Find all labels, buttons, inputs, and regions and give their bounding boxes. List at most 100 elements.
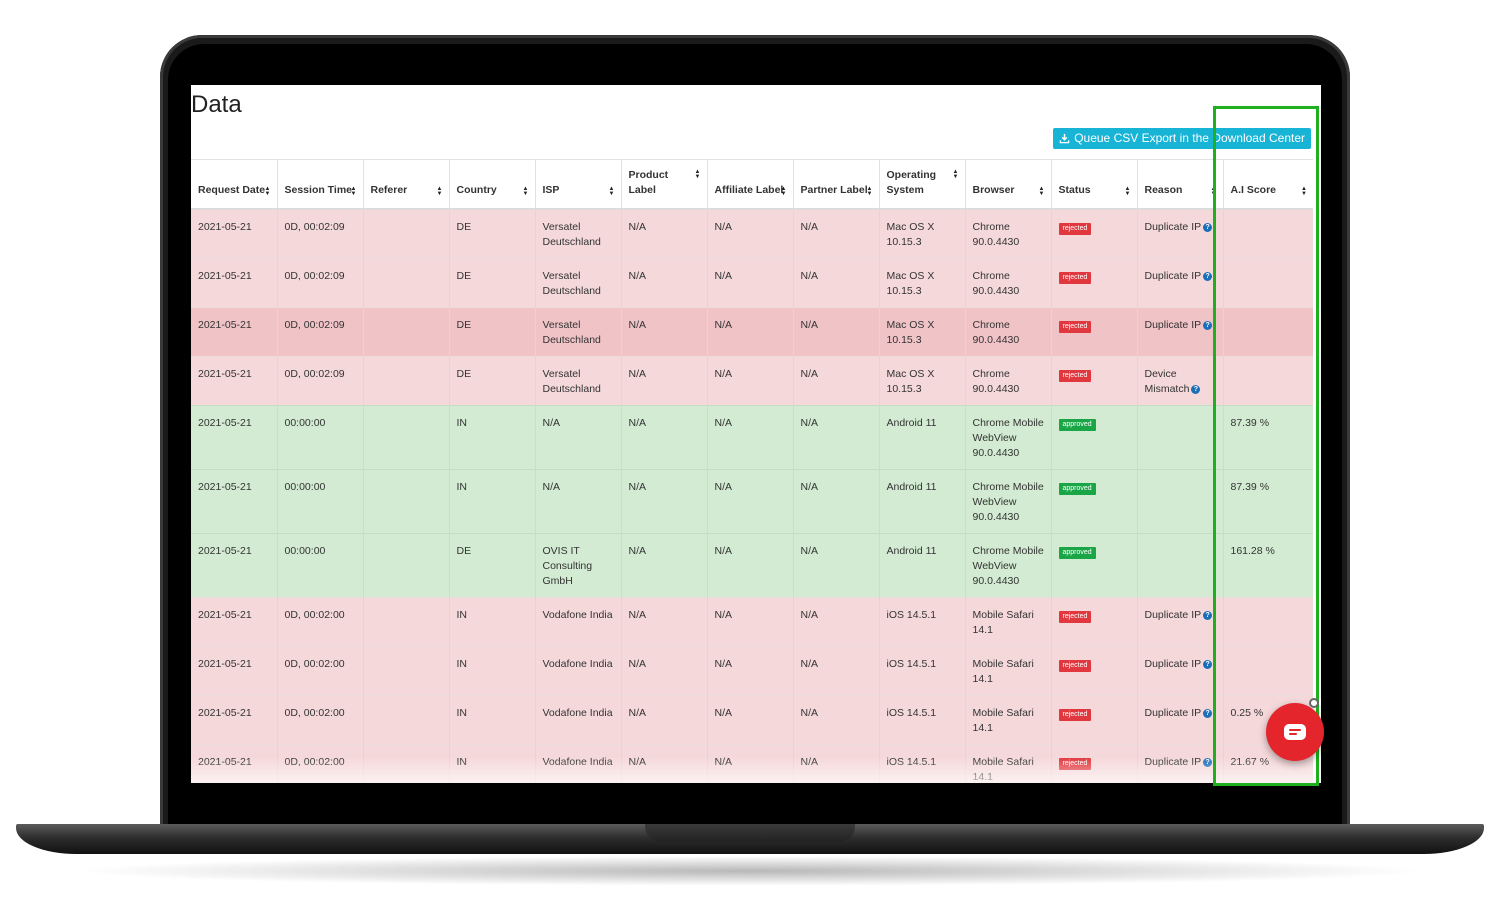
sort-icon[interactable]: ▲▼ (436, 186, 443, 197)
question-circle-icon[interactable]: ? (1203, 758, 1213, 767)
table-cell: DE (448, 356, 535, 406)
table-row[interactable]: 2021-05-21 0D, 00:02:09 DE Versatel Deutsch… (191, 307, 1313, 357)
table-cell: Chrome 90.0.4430 (964, 356, 1051, 406)
column-header[interactable]: Partner Label ▲▼ (792, 159, 879, 210)
cell-value: Chrome 90.0.4430 (972, 368, 1020, 395)
question-circle-icon[interactable]: ? (1191, 385, 1201, 394)
column-header[interactable]: Browser ▲▼ (964, 159, 1051, 210)
column-header[interactable]: ISP ▲▼ (534, 159, 621, 210)
cell-value: N/A (714, 270, 733, 282)
column-header[interactable]: Referer ▲▼ (362, 159, 449, 210)
cell-value: Vodafone India (542, 658, 613, 670)
sort-icon[interactable]: ▲▼ (608, 186, 615, 197)
column-header[interactable]: Request Date ▲▼ (191, 159, 277, 210)
table-cell: N/A (620, 405, 707, 470)
table-row[interactable]: 2021-05-21 0D, 00:02:09 DE Versatel Deutsch… (191, 258, 1313, 308)
table-cell: N/A (792, 307, 879, 357)
table-cell: N/A (620, 469, 707, 534)
table-cell: N/A (706, 533, 793, 598)
table-cell (362, 646, 449, 696)
cell-value: 2021-05-21 (198, 545, 252, 557)
cell-value: iOS 14.5.1 (886, 707, 937, 719)
cell-value: 0D, 00:02:09 (284, 221, 345, 233)
sort-icon[interactable]: ▲▼ (1210, 186, 1217, 197)
column-header[interactable]: A.I Score ▲▼ (1222, 159, 1313, 210)
sort-icon[interactable]: ▲▼ (694, 169, 701, 180)
question-circle-icon[interactable]: ? (1203, 709, 1213, 718)
sort-icon[interactable]: ▲▼ (780, 186, 787, 197)
table-cell: Versatel Deutschland (534, 356, 621, 406)
table-row[interactable]: 2021-05-21 0D, 00:02:09 DE Versatel Deutsch… (191, 208, 1313, 259)
table-cell: N/A (620, 646, 707, 696)
table-cell: Mac OS X 10.15.3 (878, 307, 965, 357)
table-cell: 0D, 00:02:00 (276, 695, 363, 745)
table-row[interactable]: 2021-05-21 00:00:00 IN N/A N/A N/A N/A Android … (191, 469, 1313, 534)
column-header[interactable]: Operating System ▲▼ (878, 159, 965, 210)
chat-resize-handle[interactable] (1309, 698, 1319, 708)
table-cell: rejected (1050, 646, 1137, 696)
column-header[interactable]: Reason ▲▼ (1136, 159, 1223, 210)
question-circle-icon[interactable]: ? (1203, 611, 1213, 620)
table-cell: Mac OS X 10.15.3 (878, 356, 965, 406)
question-circle-icon[interactable]: ? (1203, 321, 1213, 330)
table-cell: N/A (792, 533, 879, 598)
table-cell: N/A (792, 469, 879, 534)
cell-value: DE (456, 368, 472, 380)
table-row[interactable]: 2021-05-21 0D, 00:02:09 DE Versatel Deutsch… (191, 356, 1313, 406)
status-badge: rejected (1058, 370, 1092, 382)
table-row[interactable]: 2021-05-21 0D, 00:02:00 IN Vodafone India N/… (191, 695, 1313, 745)
table-cell: N/A (620, 356, 707, 406)
table-cell: iOS 14.5.1 (878, 744, 965, 783)
column-header-label: Reason (1144, 184, 1183, 196)
status-badge: rejected (1058, 758, 1092, 770)
table-cell: 00:00:00 (276, 533, 363, 598)
table-cell (362, 208, 449, 259)
sort-icon[interactable]: ▲▼ (952, 169, 959, 180)
queue-csv-export-button[interactable]: Queue CSV Export in the Download Center (1053, 128, 1311, 149)
column-header[interactable]: Affiliate Label ▲▼ (706, 159, 793, 210)
question-circle-icon[interactable]: ? (1203, 223, 1213, 232)
table-cell: IN (448, 597, 535, 647)
sort-icon[interactable]: ▲▼ (866, 186, 873, 197)
table-row[interactable]: 2021-05-21 0D, 00:02:00 IN Vodafone India N/… (191, 646, 1313, 696)
table-cell (362, 258, 449, 308)
table-cell (1136, 405, 1223, 470)
table-row[interactable]: 2021-05-21 00:00:00 DE OVIS IT Consulting G… (191, 533, 1313, 598)
cell-value: Android 11 (886, 417, 937, 429)
sort-icon[interactable]: ▲▼ (522, 186, 529, 197)
column-header[interactable]: Session Time ▲▼ (276, 159, 363, 210)
cell-value: Duplicate IP (1144, 658, 1202, 670)
cell-value: N/A (714, 417, 733, 429)
cell-value: 2021-05-21 (198, 707, 252, 719)
question-circle-icon[interactable]: ? (1203, 660, 1213, 669)
table-row[interactable]: 2021-05-21 00:00:00 IN N/A N/A N/A N/A Android … (191, 405, 1313, 470)
sort-icon[interactable]: ▲▼ (264, 186, 271, 197)
column-header[interactable]: Country ▲▼ (448, 159, 535, 210)
table-row[interactable]: 2021-05-21 0D, 00:02:00 IN Vodafone India N/… (191, 744, 1313, 783)
table-cell (1222, 646, 1313, 696)
table-cell: Chrome 90.0.4430 (964, 208, 1051, 259)
cell-value: 00:00:00 (284, 481, 326, 493)
status-badge: approved (1058, 483, 1096, 495)
question-circle-icon[interactable]: ? (1203, 272, 1213, 281)
column-header-label: Product Label (628, 169, 669, 196)
sort-icon[interactable]: ▲▼ (350, 186, 357, 197)
table-cell: N/A (706, 258, 793, 308)
table-row[interactable]: 2021-05-21 0D, 00:02:00 IN Vodafone India N/… (191, 597, 1313, 647)
cell-value: 2021-05-21 (198, 368, 252, 380)
app-screen: Data Queue CSV Export in the Download Ce… (191, 85, 1321, 783)
table-cell: 161.28 % (1222, 533, 1313, 598)
cell-value: Vodafone India (542, 756, 613, 768)
sort-icon[interactable]: ▲▼ (1038, 186, 1045, 197)
data-table: Request Date ▲▼ Session Time ▲▼ Referer ▲▼ Cou… (191, 159, 1313, 783)
chat-button[interactable] (1266, 703, 1324, 761)
table-cell: IN (448, 695, 535, 745)
sort-icon[interactable]: ▲▼ (1301, 186, 1307, 197)
table-cell (362, 744, 449, 783)
column-header[interactable]: Product Label ▲▼ (620, 159, 707, 210)
sort-icon[interactable]: ▲▼ (1124, 186, 1131, 197)
column-header[interactable]: Status ▲▼ (1050, 159, 1137, 210)
cell-value: 2021-05-21 (198, 319, 252, 331)
cell-value: N/A (800, 545, 819, 557)
cell-value: N/A (800, 609, 819, 621)
